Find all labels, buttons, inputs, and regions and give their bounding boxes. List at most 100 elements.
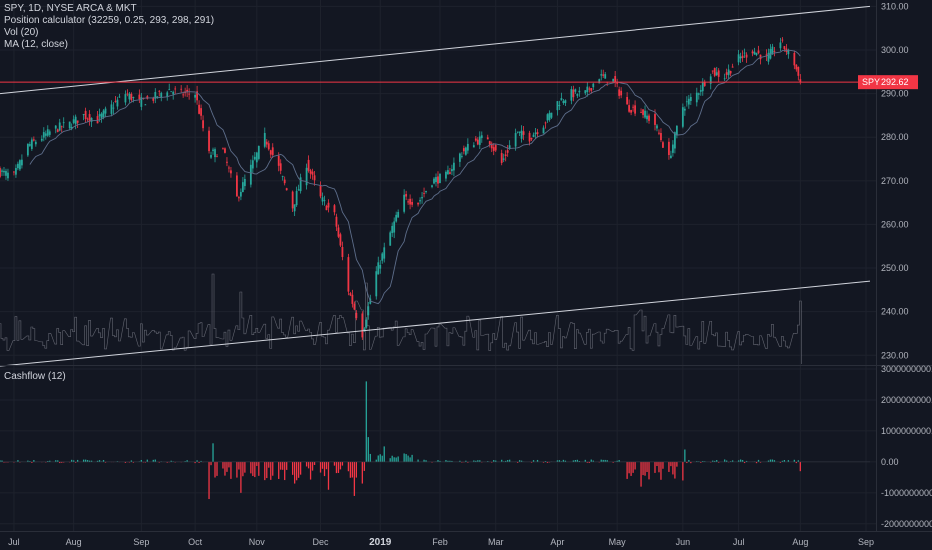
candle: [743, 48, 746, 59]
candle: [271, 143, 274, 158]
candle-body: [480, 135, 483, 139]
candle-body: [84, 110, 87, 120]
legend-position-calculator[interactable]: Position calculator (32259, 0.25, 293, 2…: [4, 15, 215, 26]
candle: [612, 78, 615, 82]
candle: [673, 131, 676, 154]
candle: [520, 125, 523, 143]
candle-body: [564, 100, 567, 104]
candle-body: [409, 198, 412, 205]
cashflow-tick-label: 0.00: [881, 457, 899, 467]
candle: [349, 291, 352, 297]
trendlines[interactable]: [0, 5, 871, 367]
candle: [755, 52, 758, 57]
candle: [351, 289, 354, 308]
candle-body: [202, 120, 204, 129]
candle-body: [5, 170, 7, 176]
candle-body: [68, 121, 71, 129]
candle: [255, 151, 258, 168]
legend-symbol[interactable]: SPY, 1D, NYSE ARCA & MKT: [4, 3, 137, 14]
candle: [717, 68, 720, 83]
candle: [462, 145, 465, 155]
candle: [697, 92, 700, 100]
time-tick-label: Nov: [249, 537, 266, 547]
candle: [474, 136, 477, 142]
candle: [449, 167, 451, 175]
time-tick-label: Jul: [8, 537, 20, 547]
candle: [564, 99, 567, 106]
candle: [618, 86, 621, 99]
candle: [377, 256, 380, 275]
candle-body: [528, 132, 531, 142]
time-tick-label: Sep: [858, 537, 874, 547]
candle-body: [56, 129, 59, 132]
legend-volume[interactable]: Vol (20): [4, 27, 39, 38]
candle-body: [576, 94, 579, 96]
candle-body: [291, 191, 294, 209]
candle: [216, 154, 218, 158]
candle: [447, 165, 449, 175]
candle: [795, 64, 798, 72]
candle-body: [476, 139, 479, 145]
candle-body: [793, 52, 796, 66]
candle: [391, 222, 394, 237]
candle-body: [672, 144, 674, 153]
candle: [381, 252, 384, 264]
candle-body: [48, 131, 51, 135]
candle-body: [26, 143, 29, 156]
candle-body: [239, 191, 242, 197]
candle-body: [88, 114, 91, 122]
candle: [339, 232, 342, 247]
trendline: [0, 5, 871, 95]
candle-body: [74, 116, 77, 125]
candle: [439, 172, 441, 184]
candle: [713, 67, 716, 78]
legend-cashflow[interactable]: Cashflow (12): [4, 371, 66, 382]
candle: [323, 195, 326, 206]
candle-body: [570, 89, 573, 101]
candle: [558, 100, 561, 110]
candle-body: [395, 214, 398, 222]
candle: [685, 96, 688, 107]
candle-body: [311, 171, 314, 175]
candle-body: [116, 99, 119, 107]
candle-body: [351, 294, 354, 304]
time-axis[interactable]: Jul Aug Sep Oct Nov Dec 2019 Feb Mar Apr May Jun Jul…: [8, 537, 874, 548]
candle-body: [335, 216, 338, 227]
candle: [389, 230, 392, 246]
candle-body: [492, 147, 495, 151]
candle: [40, 135, 43, 142]
candle: [299, 173, 302, 194]
candle: [365, 317, 368, 329]
price-tick-label: 300.00: [881, 45, 909, 55]
candle-body: [530, 138, 533, 140]
candle-body: [478, 136, 481, 145]
candle-body: [472, 145, 475, 148]
candle: [423, 187, 425, 198]
candle-body: [727, 69, 730, 76]
candle: [335, 213, 338, 231]
candle-body: [725, 72, 728, 75]
candle: [112, 102, 115, 115]
candle: [574, 88, 577, 94]
candle-body: [488, 141, 491, 145]
candle: [186, 85, 189, 97]
candle: [675, 125, 678, 139]
candle: [769, 44, 772, 60]
candle: [548, 110, 551, 122]
cashflow-pane[interactable]: [0, 367, 876, 530]
cashflow-axis[interactable]: 3000000000.00 2000000000.00 1000000000.00 0…: [881, 364, 932, 529]
candle: [695, 87, 698, 107]
candle: [435, 173, 437, 187]
price-axis[interactable]: 310.00 300.00 290.00 280.00 270.00 260.00 250.…: [881, 1, 909, 360]
candle-body: [321, 197, 324, 202]
candle: [222, 147, 224, 150]
candle: [562, 98, 565, 105]
candle-body: [172, 91, 175, 95]
candle: [626, 92, 629, 105]
candle-body: [34, 141, 37, 145]
legend-ma[interactable]: MA (12, close): [4, 39, 68, 50]
candle-body: [431, 185, 433, 187]
candle: [773, 46, 776, 57]
candle: [699, 85, 702, 96]
